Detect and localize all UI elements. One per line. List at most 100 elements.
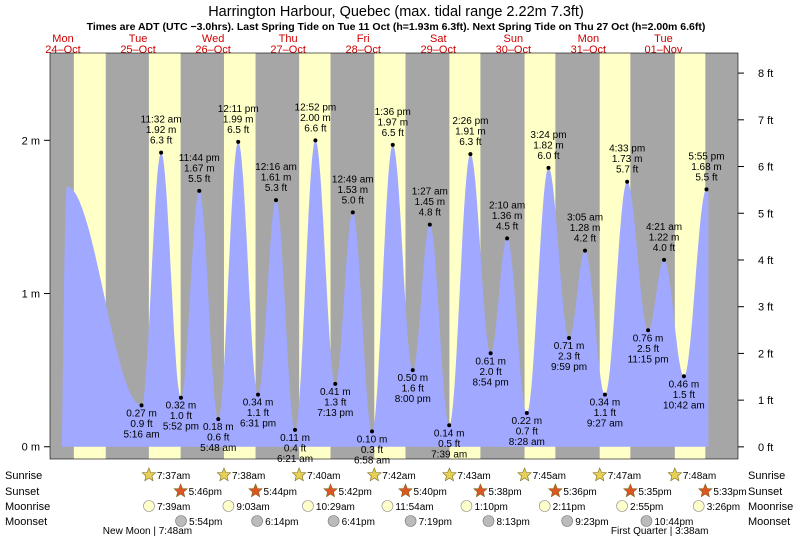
tide-label-m: 0.10 m — [357, 434, 388, 445]
tide-point — [625, 179, 630, 184]
left-tick-label: 2 m — [22, 135, 40, 147]
sunset-star-icon — [248, 483, 263, 498]
right-tick-label: 1 ft — [758, 395, 773, 407]
moonrise-time: 10:29am — [316, 502, 355, 513]
right-tick-label: 2 ft — [758, 348, 773, 360]
moonset-icon — [640, 515, 653, 527]
tide-label-time: 5:16 am — [123, 429, 159, 440]
tide-label-ft: 4.5 ft — [496, 221, 518, 232]
moonrise-time: 2:11pm — [553, 502, 586, 513]
plot-area — [50, 53, 738, 459]
tide-point — [333, 381, 338, 386]
tide-label-time: 10:42 am — [663, 400, 705, 411]
sunrise-time: 7:38am — [232, 471, 265, 482]
tide-label-ft: 6.6 ft — [304, 123, 326, 134]
tide-label-m: 1.82 m — [533, 140, 564, 151]
tide-label-m: 0.61 m — [475, 356, 506, 367]
tide-label-time: 12:49 am — [332, 174, 374, 185]
tide-point — [567, 335, 572, 340]
tide-label-ft: 6.3 ft — [150, 136, 172, 147]
tide-label-ft: 2.5 ft — [637, 344, 659, 355]
moonset-icon — [561, 515, 573, 527]
tide-label-m: 1.92 m — [146, 125, 177, 136]
tide-label-time: 3:24 pm — [530, 130, 566, 141]
sunset-time: 5:46pm — [189, 487, 222, 498]
tide-point — [197, 188, 202, 193]
tide-point — [583, 248, 588, 253]
sunset-star-icon — [323, 483, 338, 498]
tide-label-m: 0.22 m — [512, 416, 543, 427]
moonset-icon — [404, 515, 417, 527]
moon-phase-label: New Moon | 7:48am — [103, 526, 192, 537]
tide-label-time: 1:36 pm — [375, 107, 411, 118]
tide-point — [139, 403, 144, 408]
tide-label-time: 9:59 pm — [551, 362, 587, 373]
moonset-icon — [327, 515, 340, 527]
sunrise-time: 7:48am — [683, 471, 716, 482]
tide-label-m: 1.61 m — [261, 173, 292, 184]
tide-point — [274, 198, 279, 203]
tide-label-m: 1.73 m — [612, 154, 643, 165]
day-headers: Mon24–OctTue25–OctWed26–OctThu27–OctFri2… — [45, 33, 683, 56]
day-name: Sat — [430, 33, 447, 45]
moonset-icon — [175, 515, 187, 527]
tide-label-time: 12:52 pm — [295, 102, 337, 113]
tide-label-ft: 1.3 ft — [324, 397, 346, 408]
chart-subtitle: Times are ADT (UTC −3.0hrs). Last Spring… — [87, 21, 706, 33]
tide-point — [427, 222, 432, 227]
astro-label-right: Sunset — [748, 486, 782, 498]
tide-label-ft: 1.5 ft — [673, 390, 695, 401]
tide-point — [236, 139, 241, 144]
right-tick-label: 0 ft — [758, 442, 773, 454]
moonrise-time: 1:10pm — [474, 502, 507, 513]
tide-point — [646, 328, 651, 333]
tide-label-ft: 1.1 ft — [247, 408, 269, 419]
day-name: Mon — [52, 33, 73, 45]
moonset-time: 8:13pm — [497, 517, 530, 528]
tide-label-time: 5:48 am — [200, 443, 236, 454]
sunset-time: 5:40pm — [413, 487, 446, 498]
moonrise-icon — [302, 500, 314, 512]
tide-label-ft: 1.1 ft — [594, 408, 616, 419]
sunset-time: 5:42pm — [339, 487, 372, 498]
tide-label-time: 6:21 am — [277, 454, 313, 465]
day-name: Tue — [129, 33, 148, 45]
tide-label-ft: 4.2 ft — [574, 234, 596, 245]
tide-point — [256, 392, 261, 397]
tide-point — [468, 152, 473, 157]
right-tick-label: 5 ft — [758, 208, 773, 220]
tide-label-ft: 0.5 ft — [438, 439, 460, 450]
right-tick-label: 6 ft — [758, 162, 773, 174]
axes: 0 m 1 m 2 m 0 ft 1 ft 2 ft 3 ft 4 ft 5 ft 6 ft 7 f… — [22, 52, 773, 460]
tide-label-time: 1:27 am — [412, 187, 448, 198]
moonrise-time: 9:03am — [236, 502, 269, 513]
moonset-time: 7:19pm — [419, 517, 452, 528]
moonset-icon — [251, 515, 263, 527]
tide-label-m: 2.00 m — [300, 113, 331, 124]
astro-label-right: Sunrise — [748, 470, 785, 482]
tide-label-time: 5:52 pm — [163, 422, 199, 433]
tide-label-m: 1.97 m — [377, 117, 408, 128]
moonrise-time: 3:26pm — [707, 502, 740, 513]
tide-label-ft: 5.0 ft — [342, 195, 364, 206]
moonset-time: 5:54pm — [189, 517, 222, 528]
tide-label-m: 1.28 m — [570, 223, 601, 234]
left-tick-label: 1 m — [22, 289, 40, 301]
tide-label-ft: 1.0 ft — [170, 411, 192, 422]
tide-label-m: 1.53 m — [337, 185, 368, 196]
tide-label-m: 1.68 m — [691, 162, 722, 173]
moonrise-icon — [381, 500, 394, 512]
day-name: Tue — [654, 33, 673, 45]
moonrise-icon — [222, 500, 235, 512]
moonrise-icon — [143, 500, 155, 512]
moonset-time: 6:41pm — [342, 517, 375, 528]
tide-point — [313, 138, 318, 143]
tide-label-m: 0.18 m — [203, 422, 234, 433]
tide-label-ft: 4.0 ft — [653, 243, 675, 254]
tide-point — [350, 210, 355, 215]
tide-point — [159, 150, 164, 155]
moonrise-icon — [460, 500, 473, 512]
tide-point — [216, 417, 221, 422]
